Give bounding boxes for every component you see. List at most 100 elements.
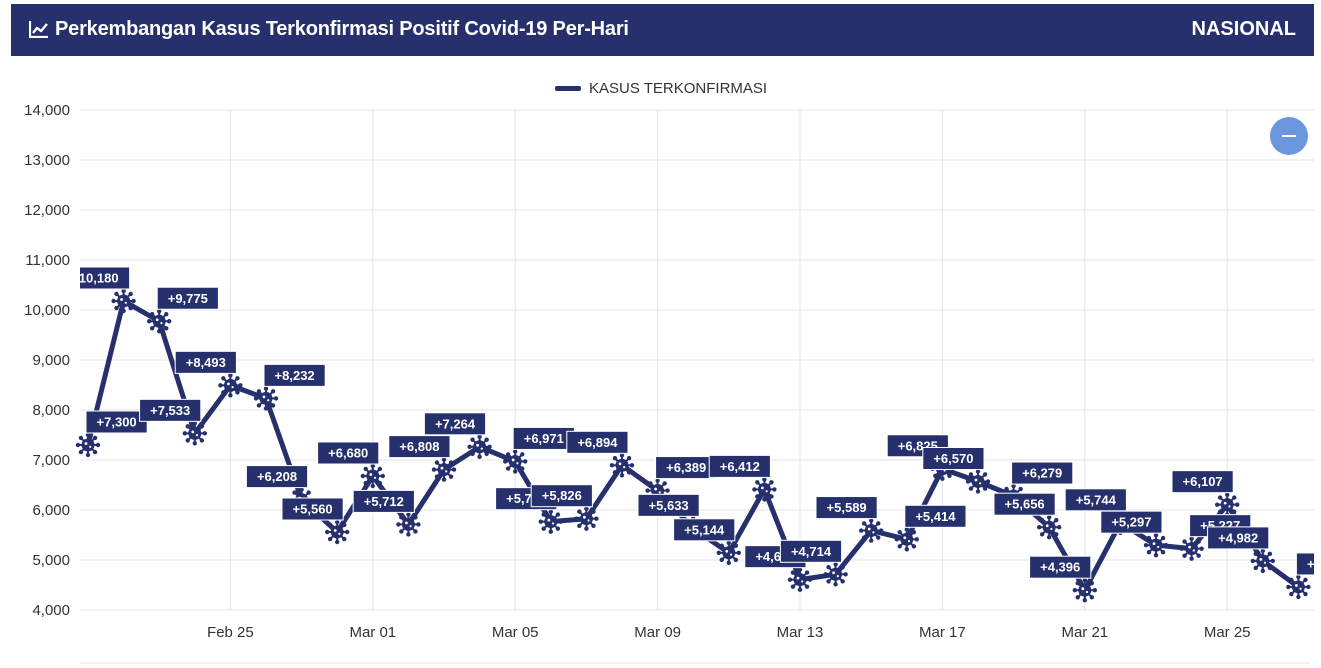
- y-tick-label: 14,000: [24, 102, 70, 119]
- data-label: +4,982: [1207, 526, 1270, 550]
- virus-marker-icon: [218, 373, 243, 398]
- svg-text:+5,560: +5,560: [293, 502, 333, 517]
- data-label: +5,560: [281, 497, 344, 521]
- svg-text:+4,714: +4,714: [791, 544, 832, 559]
- virus-marker-icon: [325, 519, 350, 545]
- svg-text:+6,107: +6,107: [1183, 474, 1223, 489]
- svg-text:+5,144: +5,144: [684, 522, 725, 537]
- zoom-out-button[interactable]: [1270, 117, 1308, 155]
- virus-marker-icon: [1215, 492, 1240, 517]
- region-label: NASIONAL: [1191, 18, 1296, 40]
- virus-marker-icon: [467, 434, 492, 459]
- svg-text:+7,300: +7,300: [97, 415, 137, 430]
- data-label: +4,714: [779, 539, 843, 563]
- virus-marker-icon: [752, 477, 777, 502]
- data-label: +6,279: [1011, 461, 1074, 485]
- data-label: +4,396: [1029, 555, 1092, 579]
- virus-marker-icon: [503, 449, 528, 474]
- bottom-divider: [80, 662, 1310, 664]
- data-label: +5,144: [673, 518, 736, 542]
- y-tick-label: 10,000: [24, 302, 70, 319]
- data-label: +10,180: [71, 266, 131, 290]
- data-label: +5,297: [1100, 510, 1163, 534]
- virus-marker-icon: [894, 527, 919, 552]
- x-tick-label: Mar 09: [634, 624, 681, 641]
- virus-marker-icon: [111, 288, 136, 314]
- data-label: +6,570: [922, 447, 985, 470]
- legend-item-kasus-terkonfirmasi[interactable]: KASUS TERKONFIRMASI: [555, 78, 767, 98]
- virus-marker-icon: [360, 463, 385, 489]
- svg-text:+6,389: +6,389: [666, 460, 706, 475]
- virus-marker-icon: [1143, 532, 1169, 558]
- x-tick-label: Feb 25: [207, 624, 254, 641]
- svg-text:+6,208: +6,208: [257, 469, 297, 484]
- virus-marker-icon: [396, 512, 421, 537]
- x-tick-label: Mar 17: [919, 624, 966, 641]
- virus-marker-icon: [787, 567, 813, 592]
- virus-marker-icon: [538, 509, 563, 534]
- y-tick-label: 12,000: [24, 202, 70, 219]
- svg-text:+4,396: +4,396: [1040, 560, 1080, 575]
- y-tick-label: 4,000: [32, 602, 70, 619]
- legend-label: KASUS TERKONFIRMASI: [589, 79, 768, 97]
- data-label: +6,680: [317, 441, 380, 465]
- data-label: +6,808: [388, 435, 451, 459]
- chart-header: Perkembangan Kasus Terkonfirmasi Positif…: [11, 4, 1314, 56]
- data-label: +6,412: [708, 454, 771, 478]
- data-label: +5,589: [815, 496, 878, 520]
- chart-title: Perkembangan Kasus Terkonfirmasi Positif…: [55, 18, 629, 40]
- svg-text:+6,412: +6,412: [720, 459, 760, 474]
- svg-text:+4,982: +4,982: [1218, 530, 1258, 545]
- svg-text:+5,744: +5,744: [1076, 492, 1117, 507]
- virus-marker-icon: [1179, 536, 1204, 561]
- data-label: +7,533: [139, 398, 202, 422]
- virus-marker-icon: [1037, 515, 1062, 540]
- data-label: +5,744: [1064, 488, 1127, 512]
- y-tick-label: 7,000: [32, 452, 70, 469]
- virus-marker-icon: [75, 432, 101, 458]
- data-label: +5,826: [530, 484, 593, 508]
- virus-marker-icon: [182, 421, 207, 446]
- legend-swatch: [555, 85, 581, 91]
- virus-marker-icon: [823, 562, 848, 587]
- y-tick-label: 8,000: [32, 402, 70, 419]
- data-label: +7,300: [85, 410, 148, 434]
- svg-text:+6,808: +6,808: [399, 439, 439, 454]
- virus-marker-icon: [147, 309, 172, 334]
- virus-marker-icon: [859, 518, 884, 543]
- data-label: +5,656: [993, 492, 1056, 516]
- svg-text:+10,180: +10,180: [71, 271, 118, 286]
- svg-text:+9,775: +9,775: [168, 291, 208, 306]
- svg-text:+7,264: +7,264: [435, 416, 476, 431]
- data-label: +6,894: [566, 430, 629, 454]
- data-label: +5,712: [352, 489, 415, 513]
- y-tick-label: 11,000: [25, 252, 70, 269]
- x-tick-label: Mar 21: [1061, 624, 1108, 641]
- x-tick-label: Mar 01: [349, 624, 396, 641]
- series-line: [85, 298, 1301, 593]
- virus-marker-icon: [574, 506, 599, 531]
- data-label: +4,461: [1295, 552, 1314, 576]
- svg-text:+8,493: +8,493: [186, 355, 226, 370]
- y-tick-label: 13,000: [24, 152, 70, 169]
- minus-icon: [1282, 135, 1296, 137]
- data-label: +6,208: [245, 465, 309, 489]
- svg-text:+5,589: +5,589: [827, 500, 867, 515]
- svg-text:+6,570: +6,570: [933, 451, 973, 466]
- svg-text:+5,826: +5,826: [542, 488, 582, 503]
- data-labels: +7,300 +10,180 +9,775 +7,533 +8,493 +8,232 +6,…: [71, 266, 1314, 579]
- data-label: +5,633: [637, 493, 700, 517]
- svg-text:+6,279: +6,279: [1022, 466, 1062, 481]
- data-label: +6,107: [1171, 470, 1234, 494]
- virus-marker-icon: [609, 453, 635, 478]
- data-label: +6,389: [655, 456, 718, 480]
- svg-text:+7,533: +7,533: [150, 403, 190, 418]
- data-label: +7,264: [423, 412, 487, 436]
- virus-marker-icon: [716, 540, 741, 565]
- data-label: +9,775: [156, 286, 219, 310]
- svg-text:+6,680: +6,680: [328, 446, 368, 461]
- svg-text:+5,297: +5,297: [1111, 515, 1151, 530]
- svg-text:+5,656: +5,656: [1005, 497, 1045, 512]
- data-label: +8,493: [174, 350, 237, 374]
